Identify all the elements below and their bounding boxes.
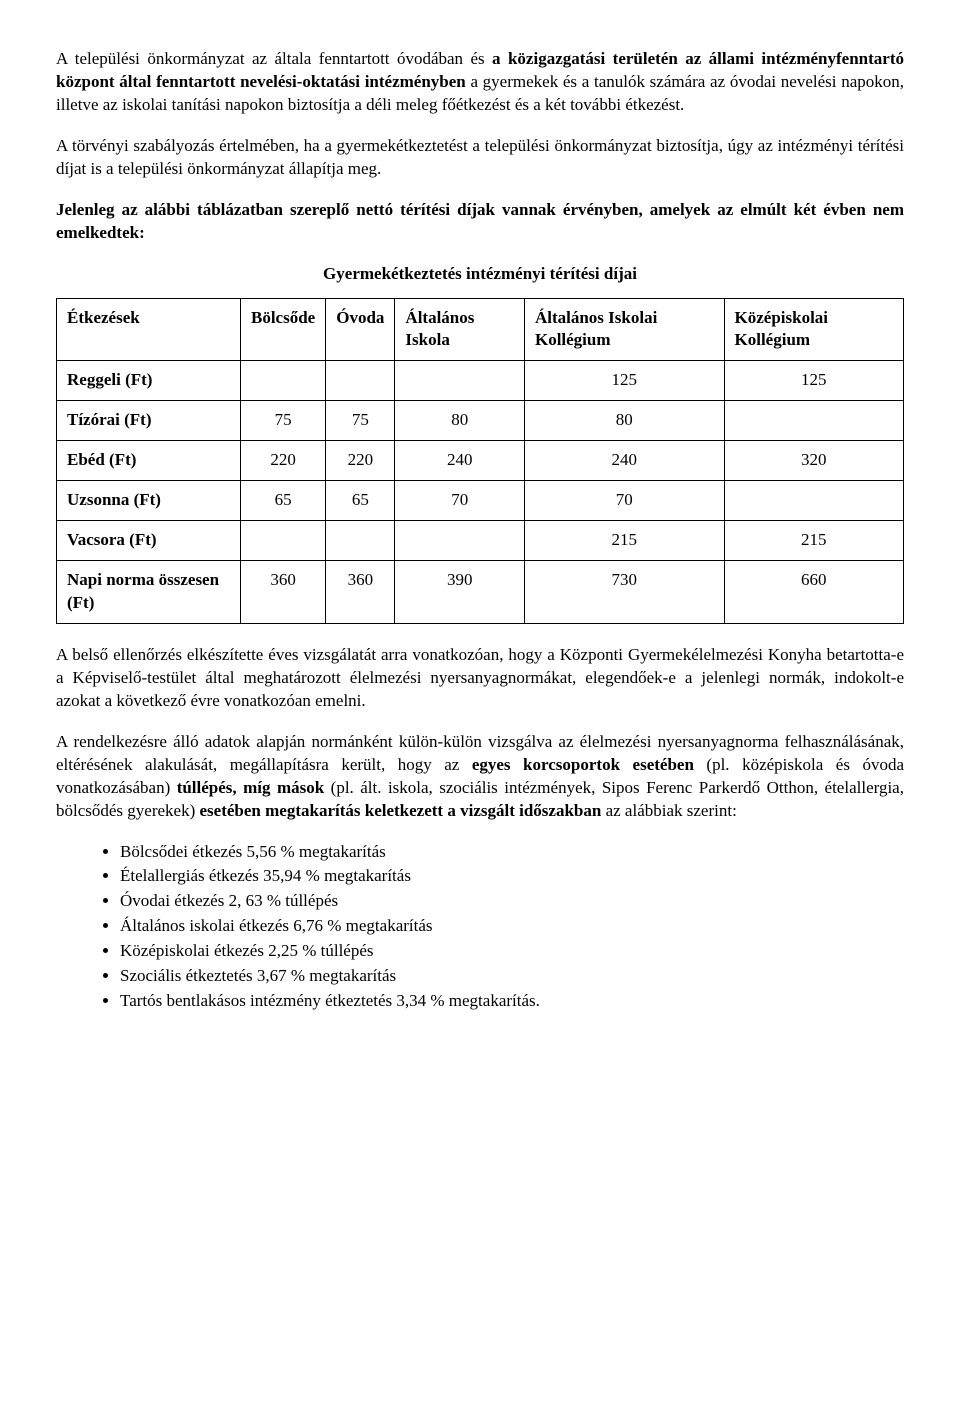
- cell-value: 660: [724, 561, 903, 624]
- row-label: Napi norma összesen (Ft): [57, 561, 241, 624]
- cell-value: 70: [395, 481, 525, 521]
- col-bolcsode: Bölcsőde: [241, 298, 326, 361]
- cell-value: [724, 481, 903, 521]
- cell-value: [241, 361, 326, 401]
- list-item: Óvodai étkezés 2, 63 % túllépés: [120, 890, 904, 913]
- paragraph-2: A törvényi szabályozás értelmében, ha a …: [56, 135, 904, 181]
- p5-g: az alábbiak szerint:: [606, 801, 737, 820]
- col-etkezesek: Étkezések: [57, 298, 241, 361]
- cell-value: 65: [326, 481, 395, 521]
- cell-value: [241, 521, 326, 561]
- paragraph-4: A belső ellenőrzés elkészítette éves viz…: [56, 644, 904, 713]
- cell-value: 80: [524, 401, 724, 441]
- row-label: Ebéd (Ft): [57, 441, 241, 481]
- cell-value: 240: [524, 441, 724, 481]
- table-header-row: Étkezések Bölcsőde Óvoda Általános Iskol…: [57, 298, 904, 361]
- table-row: Reggeli (Ft) 125125: [57, 361, 904, 401]
- cell-value: 125: [724, 361, 903, 401]
- row-label: Reggeli (Ft): [57, 361, 241, 401]
- table-row: Tízórai (Ft)75758080: [57, 401, 904, 441]
- table-row: Napi norma összesen (Ft)360360390730660: [57, 561, 904, 624]
- cell-value: 80: [395, 401, 525, 441]
- cell-value: [395, 361, 525, 401]
- list-item: Középiskolai étkezés 2,25 % túllépés: [120, 940, 904, 963]
- cell-value: [326, 521, 395, 561]
- list-item: Szociális étkeztetés 3,67 % megtakarítás: [120, 965, 904, 988]
- cell-value: 360: [241, 561, 326, 624]
- cell-value: 360: [326, 561, 395, 624]
- list-item: Ételallergiás étkezés 35,94 % megtakarít…: [120, 865, 904, 888]
- list-item: Általános iskolai étkezés 6,76 % megtaka…: [120, 915, 904, 938]
- cell-value: 70: [524, 481, 724, 521]
- row-label: Vacsora (Ft): [57, 521, 241, 561]
- paragraph-1: A települési önkormányzat az általa fenn…: [56, 48, 904, 117]
- cell-value: 215: [724, 521, 903, 561]
- p5-b: egyes korcsoportok esetében: [472, 755, 707, 774]
- cell-value: 75: [326, 401, 395, 441]
- cell-value: 125: [524, 361, 724, 401]
- row-label: Tízórai (Ft): [57, 401, 241, 441]
- cell-value: 220: [241, 441, 326, 481]
- col-kozep-koll: Középiskolai Kollégium: [724, 298, 903, 361]
- cell-value: 240: [395, 441, 525, 481]
- table-body: Reggeli (Ft)125125Tízórai (Ft)75758080Eb…: [57, 361, 904, 624]
- p1-part-a: A települési önkormányzat az általa fenn…: [56, 49, 492, 68]
- list-item: Bölcsődei étkezés 5,56 % megtakarítás: [120, 841, 904, 864]
- cell-value: [724, 401, 903, 441]
- paragraph-3: Jelenleg az alábbi táblázatban szereplő …: [56, 199, 904, 245]
- cell-value: 220: [326, 441, 395, 481]
- p5-d: túllépés, míg mások: [177, 778, 331, 797]
- list-item: Tartós bentlakásos intézmény étkeztetés …: [120, 990, 904, 1013]
- table-row: Uzsonna (Ft)65657070: [57, 481, 904, 521]
- cell-value: [395, 521, 525, 561]
- cell-value: 215: [524, 521, 724, 561]
- cell-value: 390: [395, 561, 525, 624]
- col-ovoda: Óvoda: [326, 298, 395, 361]
- table-row: Ebéd (Ft)220220240240320: [57, 441, 904, 481]
- paragraph-5: A rendelkezésre álló adatok alapján norm…: [56, 731, 904, 823]
- table-title: Gyermekétkeztetés intézményi térítési dí…: [56, 263, 904, 286]
- cell-value: [326, 361, 395, 401]
- cell-value: 320: [724, 441, 903, 481]
- row-label: Uzsonna (Ft): [57, 481, 241, 521]
- bullet-list: Bölcsődei étkezés 5,56 % megtakarításÉte…: [56, 841, 904, 1014]
- col-alt-iskola: Általános Iskola: [395, 298, 525, 361]
- cell-value: 65: [241, 481, 326, 521]
- table-row: Vacsora (Ft) 215215: [57, 521, 904, 561]
- cell-value: 730: [524, 561, 724, 624]
- col-alt-koll: Általános Iskolai Kollégium: [524, 298, 724, 361]
- cell-value: 75: [241, 401, 326, 441]
- fees-table: Étkezések Bölcsőde Óvoda Általános Iskol…: [56, 298, 904, 624]
- p5-f: esetében megtakarítás keletkezett a vizs…: [200, 801, 606, 820]
